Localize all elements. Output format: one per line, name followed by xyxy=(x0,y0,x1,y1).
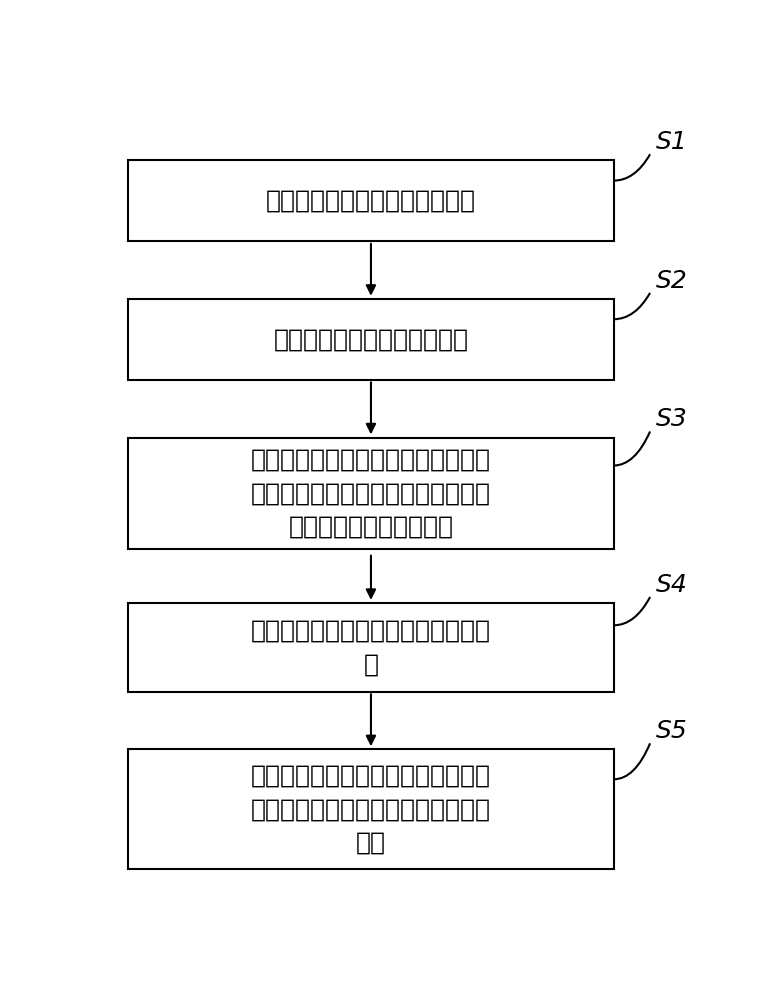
Text: S4: S4 xyxy=(656,573,688,597)
Text: S5: S5 xyxy=(656,719,688,743)
FancyBboxPatch shape xyxy=(128,299,614,380)
Text: 关闭砸罐脱附阀，形成密闭系统: 关闭砸罐脱附阀，形成密闭系统 xyxy=(266,189,476,213)
FancyBboxPatch shape xyxy=(128,749,614,869)
Text: 氧传感器检测得到空燃比信号或空燃
比的浓稀状态信号，同时压力传感器
检测密闭系统的压力信号: 氧传感器检测得到空燃比信号或空燃 比的浓稀状态信号，同时压力传感器 检测密闭系统… xyxy=(251,448,491,539)
FancyBboxPatch shape xyxy=(128,438,614,549)
FancyBboxPatch shape xyxy=(128,160,614,241)
Text: S2: S2 xyxy=(656,269,688,293)
Text: S3: S3 xyxy=(656,407,688,431)
Text: 打开真空泵对密闭系统抜真空: 打开真空泵对密闭系统抜真空 xyxy=(273,327,468,351)
FancyBboxPatch shape xyxy=(128,603,614,692)
Text: 利用空燃比信号修正压力信号曲线，
准确诊断所述燃油蒸发系统是否发生
泄漏: 利用空燃比信号修正压力信号曲线， 准确诊断所述燃油蒸发系统是否发生 泄漏 xyxy=(251,764,491,855)
Text: 发动机管理系统计算得到压力信号曲
线: 发动机管理系统计算得到压力信号曲 线 xyxy=(251,619,491,676)
Text: S1: S1 xyxy=(656,130,688,154)
